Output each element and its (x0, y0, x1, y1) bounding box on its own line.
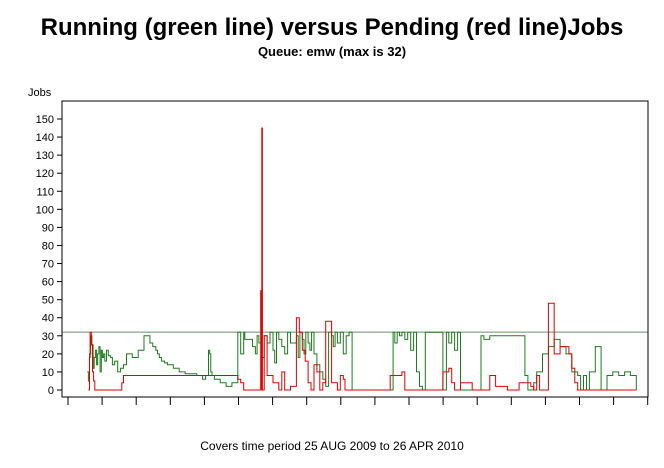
y-tick-label: 40 (42, 313, 54, 325)
x-axis-ticks (67, 397, 649, 405)
pending-jobs-line (88, 127, 637, 391)
series-lines (87, 127, 637, 391)
y-tick-label: 130 (36, 150, 54, 162)
time-period-footnote: Covers time period 25 AUG 2009 to 26 APR… (200, 439, 464, 453)
y-tick-label: 0 (48, 385, 54, 397)
y-tick-label: 10 (42, 367, 54, 379)
y-tick-label: 140 (36, 132, 54, 144)
y-tick-label: 110 (36, 186, 54, 198)
y-tick-label: 100 (36, 204, 54, 216)
y-tick-label: 150 (36, 114, 54, 126)
y-tick-label: 60 (42, 277, 54, 289)
chart-title: Running (green line) versus Pending (red… (40, 14, 624, 41)
y-tick-label: 30 (42, 331, 54, 343)
y-tick-label: 50 (42, 295, 54, 307)
y-tick-label: 70 (42, 259, 54, 271)
y-tick-label: 90 (42, 222, 54, 234)
y-axis-ticks: 0 10 20 30 40 50 60 70 80 90 100 110 120 130 140 150 (36, 114, 62, 397)
y-tick-label: 120 (36, 168, 54, 180)
y-tick-label: 80 (42, 240, 54, 252)
chart-subtitle: Queue: emw (max is 32) (257, 44, 407, 59)
plot-area-frame (61, 100, 649, 398)
y-tick-label: 20 (42, 349, 54, 361)
y-axis-label: Jobs (28, 87, 52, 99)
